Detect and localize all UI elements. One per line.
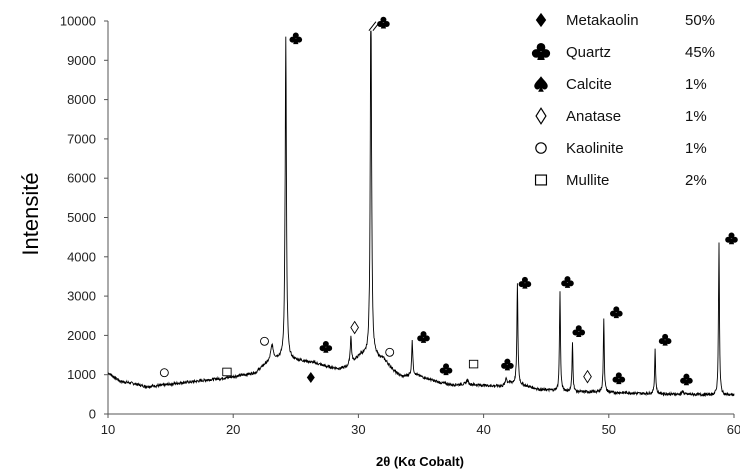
legend: Metakaolin 50% Quartz 45% Calcite 1% Anatase 1%… [531, 12, 715, 189]
marker-quartz [518, 276, 532, 289]
phase-markers [159, 16, 738, 386]
marker-mullite [468, 359, 479, 369]
marker-quartz [612, 372, 626, 385]
y-tick-label: 0 [89, 407, 96, 422]
legend-percent: 2% [685, 172, 707, 189]
marker-metakaolin [306, 371, 315, 383]
marker-quartz [501, 358, 514, 371]
marker-quartz [610, 306, 623, 319]
legend-percent: 50% [685, 12, 715, 29]
marker-kaolinite [385, 347, 395, 357]
y-tick-label: 9000 [67, 53, 96, 68]
legend-label: Metakaolin [566, 12, 639, 29]
axes [104, 20, 735, 418]
legend-label: Anatase [566, 108, 621, 125]
legend-label: Mullite [566, 172, 609, 189]
diffraction-pattern-line [107, 21, 735, 398]
x-tick-label: 50 [602, 422, 616, 437]
legend-percent: 45% [685, 44, 715, 61]
marker-quartz [572, 325, 586, 337]
marker-quartz [319, 340, 333, 353]
legend-percent: 1% [685, 108, 707, 125]
y-tick-label: 10000 [60, 14, 96, 29]
marker-quartz [680, 373, 693, 386]
x-tick-label: 60 [727, 422, 740, 437]
marker-quartz [658, 333, 672, 346]
legend-label: Kaolinite [566, 140, 624, 157]
y-tick-label: 5000 [67, 210, 96, 225]
y-tick-label: 6000 [67, 171, 96, 186]
marker-quartz [289, 32, 303, 45]
legend-percent: 1% [685, 76, 707, 93]
x-tick-label: 20 [226, 422, 240, 437]
marker-kaolinite [260, 336, 269, 346]
marker-quartz [725, 232, 738, 245]
x-tick-label: 10 [101, 422, 115, 437]
marker-quartz [377, 16, 390, 29]
legend-symbol-mullite [534, 174, 548, 186]
marker-quartz [561, 276, 574, 288]
legend-label: Calcite [566, 76, 612, 93]
y-tick-label: 1000 [67, 367, 96, 382]
legend-symbol-kaolinite [535, 142, 547, 154]
legend-label: Quartz [566, 44, 611, 61]
y-axis-title: Intensité [18, 172, 43, 255]
marker-anatase [350, 320, 359, 335]
y-tick-label: 7000 [67, 131, 96, 146]
y-tick-label: 2000 [67, 328, 96, 343]
y-tick-label: 4000 [67, 249, 96, 264]
marker-quartz [439, 363, 453, 376]
x-axis-title: 2θ (Kα Cobalt) [376, 454, 464, 469]
y-tick-label: 3000 [67, 289, 96, 304]
x-tick-label: 40 [476, 422, 490, 437]
x-tick-label: 30 [351, 422, 365, 437]
marker-mullite [222, 367, 232, 377]
legend-percent: 1% [685, 140, 707, 157]
legend-symbol-anatase [535, 107, 547, 125]
marker-quartz [417, 331, 430, 343]
legend-symbol-quartz [531, 43, 551, 60]
legend-symbol-calcite [534, 76, 548, 92]
marker-anatase [583, 369, 592, 384]
tick-labels: 10 20 30 40 50 60 0 1000 2000 3000 4000 5000 6000 700… [60, 14, 740, 438]
y-tick-label: 8000 [67, 92, 96, 107]
marker-kaolinite [159, 368, 169, 378]
legend-symbol-metakaolin [535, 12, 547, 28]
